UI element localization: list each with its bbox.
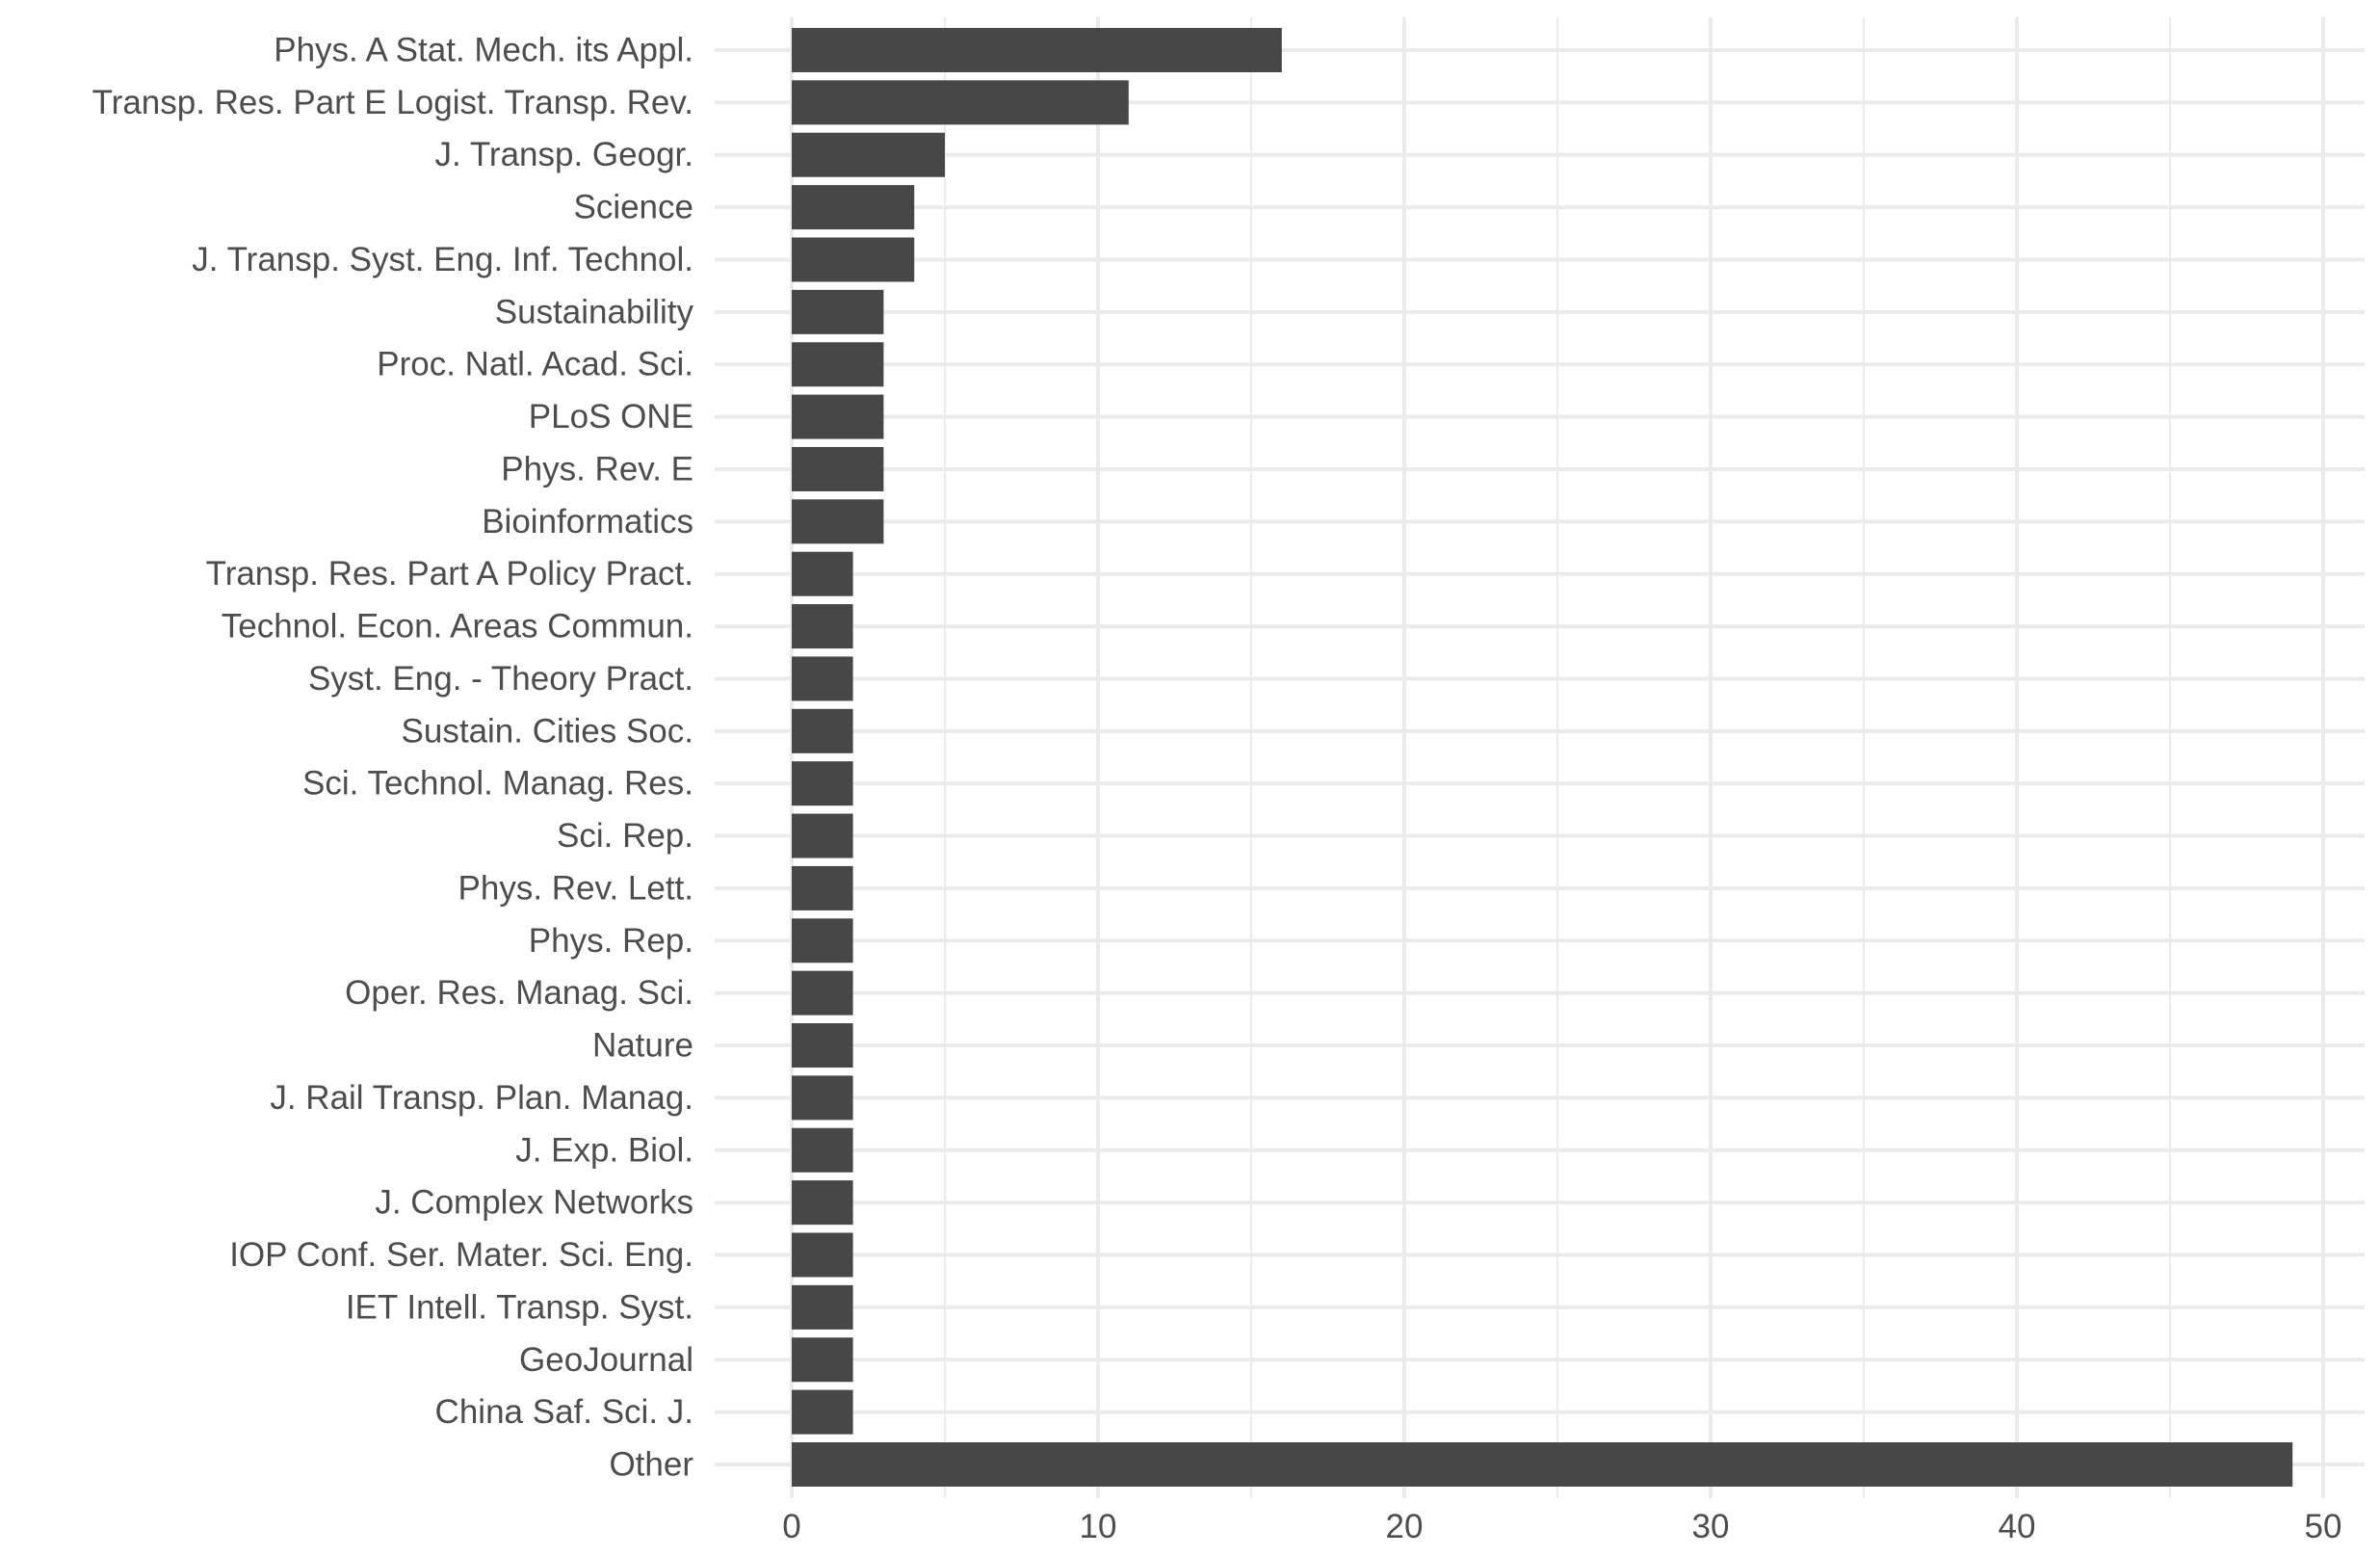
bar-0 <box>792 28 1282 72</box>
y-tick-label-2: J. Transp. Geogr. <box>435 136 693 173</box>
y-tick-label-18: Oper. Res. Manag. Sci. <box>345 974 693 1012</box>
bar-26 <box>792 1389 853 1435</box>
y-tick-label-11: Technol. Econ. Areas Commun. <box>222 608 693 646</box>
bar-14 <box>792 761 853 806</box>
bar-3 <box>792 185 915 230</box>
y-tick-label-26: China Saf. Sci. J. <box>435 1393 693 1431</box>
y-tick-label-24: IET Intell. Transp. Syst. <box>346 1288 693 1326</box>
x-tick-label-0: 0 <box>782 1508 800 1545</box>
x-tick-label-1: 10 <box>1080 1508 1117 1545</box>
y-tick-label-10: Transp. Res. Part A Policy Pract. <box>206 555 693 593</box>
y-tick-label-6: Proc. Natl. Acad. Sci. <box>377 346 693 383</box>
y-tick-label-19: Nature <box>592 1027 693 1065</box>
y-tick-label-1: Transp. Res. Part E Logist. Transp. Rev. <box>92 84 693 121</box>
bar-13 <box>792 708 853 753</box>
x-tick-label-2: 20 <box>1386 1508 1424 1545</box>
bar-24 <box>792 1284 853 1330</box>
x-tick-label-5: 50 <box>2305 1508 2342 1545</box>
y-tick-labels: Phys. A Stat. Mech. its Appl. Transp. Res… <box>92 32 694 1484</box>
y-tick-label-0: Phys. A Stat. Mech. its Appl. <box>274 32 693 69</box>
bar-16 <box>792 865 853 910</box>
y-tick-label-5: Sustainability <box>495 293 694 330</box>
grid-layer <box>715 17 2365 1498</box>
y-tick-label-3: Science <box>573 189 693 226</box>
y-tick-label-8: Phys. Rev. E <box>501 450 693 488</box>
y-tick-label-25: GeoJournal <box>519 1341 693 1379</box>
y-tick-label-16: Phys. Rev. Lett. <box>458 869 693 907</box>
y-tick-label-7: PLoS ONE <box>529 398 693 435</box>
y-tick-label-9: Bioinformatics <box>482 503 693 541</box>
y-tick-label-12: Syst. Eng. - Theory Pract. <box>308 660 693 698</box>
bar-22 <box>792 1180 853 1226</box>
bar-23 <box>792 1232 853 1278</box>
bar-12 <box>792 656 853 701</box>
x-tick-label-3: 30 <box>1692 1508 1730 1545</box>
bar-19 <box>792 1023 853 1068</box>
y-tick-label-23: IOP Conf. Ser. Mater. Sci. Eng. <box>229 1236 693 1274</box>
bar-10 <box>792 551 853 596</box>
bar-20 <box>792 1075 853 1121</box>
bar-11 <box>792 604 853 649</box>
x-tick-label-4: 40 <box>1999 1508 2036 1545</box>
bar-1 <box>792 80 1129 125</box>
bar-25 <box>792 1337 853 1383</box>
x-tick-labels: 0 10 20 30 40 50 <box>782 1508 2341 1545</box>
bar-21 <box>792 1127 853 1173</box>
y-tick-label-27: Other <box>609 1446 693 1484</box>
y-tick-label-21: J. Exp. Biol. <box>515 1131 693 1169</box>
bar-15 <box>792 813 853 858</box>
y-tick-label-22: J. Complex Networks <box>375 1184 693 1222</box>
y-tick-label-17: Phys. Rep. <box>529 922 693 960</box>
bar-27 <box>792 1442 2293 1487</box>
bar-4 <box>792 237 915 282</box>
y-tick-label-4: J. Transp. Syst. Eng. Inf. Technol. <box>192 241 693 278</box>
bar-layer <box>792 28 2293 1487</box>
bar-17 <box>792 918 853 963</box>
bar-2 <box>792 132 945 177</box>
bar-7 <box>792 394 884 439</box>
y-tick-label-20: J. Rail Transp. Plan. Manag. <box>270 1079 693 1117</box>
y-tick-label-14: Sci. Technol. Manag. Res. <box>302 765 693 803</box>
bar-6 <box>792 342 884 387</box>
y-tick-label-15: Sci. Rep. <box>557 817 693 855</box>
bar-9 <box>792 499 884 544</box>
bar-18 <box>792 970 853 1015</box>
bar-5 <box>792 289 884 334</box>
bar-8 <box>792 446 884 491</box>
y-tick-label-13: Sustain. Cities Soc. <box>402 712 693 750</box>
